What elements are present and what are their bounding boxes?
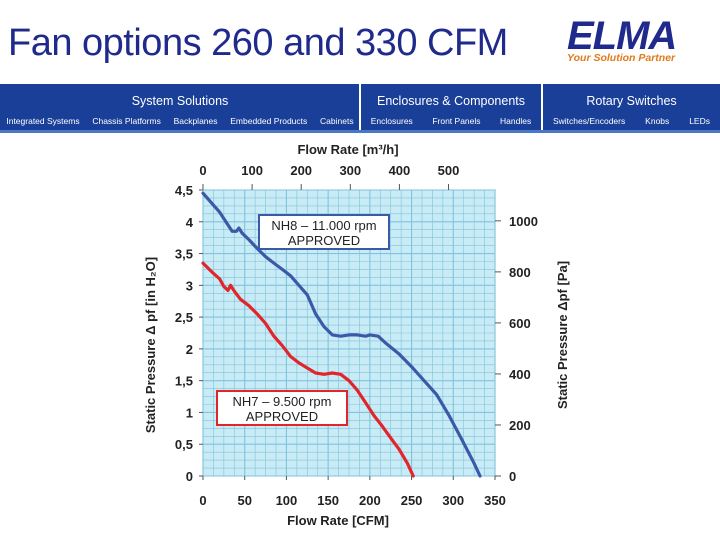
y-right-tick-label: 0: [509, 469, 516, 484]
y-left-tick-label: 3: [186, 278, 193, 293]
y-left-tick-label: 2,5: [175, 310, 193, 325]
nav-item-knobs[interactable]: Knobs: [645, 116, 670, 126]
nav-item-front-panels[interactable]: Front Panels: [432, 116, 481, 126]
series-line-nh8: [201, 191, 482, 478]
y-left-tick-label: 0,5: [175, 437, 193, 452]
nh7-legend: NH7 – 9.500 rpm APPROVED: [216, 390, 348, 426]
y-left-tick-label: 0: [186, 469, 193, 484]
y-left-tick-label: 1: [186, 405, 193, 420]
top-axis-title: Flow Rate [m³/h]: [297, 142, 398, 157]
x-tick-label: 300: [442, 493, 464, 508]
y-left-tick-label: 4: [186, 215, 194, 230]
y-right-tick-label: 600: [509, 316, 531, 331]
nh7-legend-box: [216, 390, 348, 426]
nav-item-switches-encoders[interactable]: Switches/Encoders: [552, 116, 626, 126]
y-right-tick-label: 400: [509, 367, 531, 382]
y-right-tick-label: 200: [509, 418, 531, 433]
top-tick-label: 100: [241, 163, 263, 178]
nav-item-chassis-platforms[interactable]: Chassis Platforms: [92, 116, 161, 126]
nav-item-leds[interactable]: LEDs: [689, 116, 710, 126]
x-tick-label: 200: [359, 493, 381, 508]
fan-curves: [201, 191, 482, 478]
logo-tagline: Your Solution Partner: [567, 52, 676, 64]
y-left-tick-label: 2: [186, 342, 193, 357]
nh8-legend-box: [258, 214, 390, 250]
nav-divider: [541, 84, 543, 132]
x-tick-label: 150: [317, 493, 339, 508]
nav-section-enclosures: Enclosures & Components Enclosures Front…: [361, 84, 541, 132]
elma-logo: ELMA Your Solution Partner: [567, 14, 685, 70]
nav-item-cabinets[interactable]: Cabinets: [320, 116, 354, 126]
y-left-tick-label: 1,5: [175, 374, 193, 389]
series-line-nh7: [201, 261, 415, 478]
nav-item-backplanes[interactable]: Backplanes: [173, 116, 218, 126]
top-tick-label: 400: [389, 163, 411, 178]
y-axis-right-title: Static Pressure Δpf [Pa]: [555, 261, 570, 409]
nh8-legend: NH8 – 11.000 rpm APPROVED: [258, 214, 390, 250]
nav-item-embedded-products[interactable]: Embedded Products: [230, 116, 308, 126]
nav-item-enclosures[interactable]: Enclosures: [370, 116, 413, 126]
top-tick-label: 0: [199, 163, 206, 178]
nav-section-label[interactable]: Rotary Switches: [586, 94, 677, 108]
nh8-approved: APPROVED: [288, 233, 360, 248]
top-tick-label: 200: [290, 163, 312, 178]
x-tick-label: 100: [276, 493, 298, 508]
y-left-tick-label: 3,5: [175, 247, 193, 262]
x-tick-label: 0: [199, 493, 206, 508]
nav-item-integrated-systems[interactable]: Integrated Systems: [6, 116, 80, 126]
slide-title: Fan options 260 and 330 CFM: [8, 22, 508, 64]
nav-item-handles[interactable]: Handles: [500, 116, 532, 126]
nav-section-system-solutions: System Solutions Integrated Systems Chas…: [0, 84, 360, 132]
y-left-tick-label: 4,5: [175, 183, 193, 198]
top-tick-label: 500: [438, 163, 460, 178]
nav-section-label[interactable]: Enclosures & Components: [377, 94, 525, 108]
logo-word: ELMA: [567, 14, 677, 58]
nh7-approved: APPROVED: [246, 409, 318, 424]
top-tick-label: 300: [339, 163, 361, 178]
x-tick-label: 250: [401, 493, 423, 508]
y-axis-left-title: Static Pressure Δ pf [in H₂O]: [143, 257, 158, 433]
category-navbar: System Solutions Integrated Systems Chas…: [0, 84, 720, 132]
nav-section-label[interactable]: System Solutions: [131, 94, 229, 108]
x-tick-label: 350: [484, 493, 506, 508]
navbar-underline: [0, 130, 720, 133]
nav-section-rotary-switches: Rotary Switches Switches/Encoders Knobs …: [543, 84, 720, 132]
y-right-tick-label: 1000: [509, 214, 538, 229]
y-right-tick-label: 800: [509, 265, 531, 280]
nh8-label: NH8 – 11.000 rpm: [271, 218, 376, 233]
x-axis-title: Flow Rate [CFM]: [287, 513, 389, 528]
nh7-label: NH7 – 9.500 rpm: [233, 394, 332, 409]
x-tick-label: 50: [237, 493, 251, 508]
nav-divider: [359, 84, 361, 132]
